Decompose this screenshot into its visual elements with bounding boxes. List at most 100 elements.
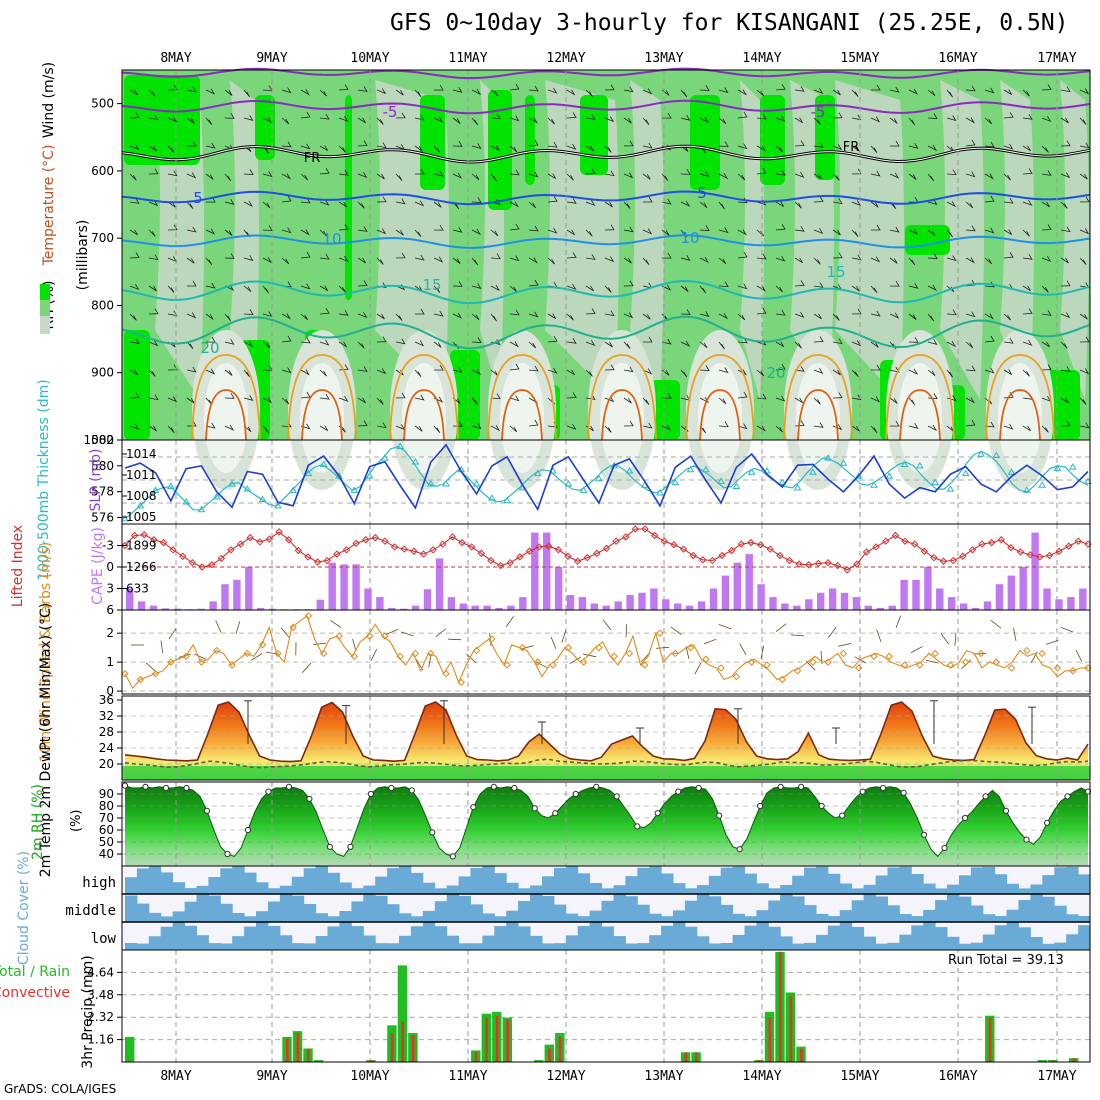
- li-marker: [487, 556, 495, 565]
- wind-barb: [528, 311, 539, 318]
- cloud-bar: [911, 874, 924, 894]
- thickness-marker: [533, 469, 542, 477]
- cloud-bar: [160, 872, 174, 894]
- thickness-marker: [411, 457, 420, 465]
- wind-barb: [1041, 201, 1050, 208]
- cloud-bar: [172, 922, 186, 950]
- cloud-bar: [1006, 922, 1019, 950]
- cape-bar: [173, 608, 182, 610]
- li-marker: [246, 533, 254, 542]
- thickness-marker: [808, 468, 817, 475]
- rh-marker: [982, 793, 989, 800]
- wind-barb: [813, 313, 822, 320]
- cloud-bar: [363, 885, 376, 894]
- cloud-bar: [410, 872, 424, 894]
- wind-barb: [471, 337, 482, 343]
- wind-barb: [623, 312, 634, 319]
- rh-marker: [859, 788, 866, 795]
- wind-barb: [433, 145, 441, 154]
- li-marker: [785, 556, 794, 565]
- wind-barb: [718, 201, 725, 210]
- wind-barb: [737, 369, 748, 376]
- precip-total-bar: [397, 965, 408, 1062]
- cloud-bar: [982, 866, 996, 894]
- wind-barb: [395, 89, 404, 96]
- thickness-marker: [121, 514, 129, 522]
- rh-marker: [593, 783, 600, 790]
- cloud-bar: [375, 895, 388, 922]
- wind-barb: [300, 423, 311, 430]
- wind-barb: [946, 229, 953, 238]
- thickness-marker: [258, 495, 267, 502]
- thickness-marker: [946, 485, 955, 492]
- wind-barb: [1022, 425, 1031, 432]
- thickness-marker: [839, 459, 848, 466]
- wind-barb: [281, 173, 292, 180]
- wind-barb: [775, 255, 786, 262]
- surface-wind-barb: [583, 653, 597, 658]
- surface-wind-barb: [520, 645, 534, 650]
- wind-barb: [357, 420, 368, 427]
- wind-barb: [813, 282, 824, 288]
- wind-barb: [243, 309, 254, 315]
- cape-bar: [221, 584, 229, 610]
- li-marker: [362, 536, 370, 544]
- rh-marker: [449, 853, 456, 860]
- wind-barb: [129, 283, 140, 290]
- temp-frame: [121, 695, 1091, 781]
- wind-barb: [718, 141, 729, 148]
- precip-legend-convective: Convective: [0, 985, 70, 1001]
- wind-barb: [737, 173, 746, 181]
- surface-wind-barb: [313, 642, 327, 645]
- wind-barb: [775, 309, 786, 316]
- cloud-bar: [256, 911, 269, 922]
- cloud-bar: [494, 916, 507, 922]
- cloud-bar: [148, 866, 162, 894]
- wind-barb: [984, 313, 994, 320]
- rh-marker: [326, 843, 333, 850]
- wind-barb: [509, 223, 520, 231]
- rh-saturated-region: [124, 330, 150, 440]
- cloud-bar: [875, 943, 888, 950]
- wind-barb: [680, 369, 688, 378]
- wind-barb: [205, 282, 216, 289]
- precip-convective-bar: [988, 1017, 992, 1062]
- surface-wind-barb: [910, 646, 923, 653]
- wind-barb: [205, 257, 213, 266]
- wind-barb: [224, 424, 235, 431]
- surface-wind-barb: [876, 629, 882, 642]
- cloud-bar: [577, 926, 591, 950]
- isotherm-25: [389, 354, 459, 441]
- wind-barb: [414, 340, 425, 347]
- precip-convective-bar: [390, 1033, 394, 1062]
- cape-bar: [411, 605, 420, 610]
- cloud-bar: [816, 913, 829, 922]
- cape-bar: [1067, 597, 1075, 610]
- li-marker: [496, 561, 505, 570]
- wind-barb: [357, 366, 368, 372]
- wind-barb: [129, 112, 140, 119]
- wind-barb: [490, 173, 497, 182]
- cloud-bar: [863, 936, 876, 950]
- wind-barb: [129, 89, 138, 96]
- wind-barb: [680, 340, 691, 347]
- wind-barb: [319, 145, 329, 151]
- wind-barb: [319, 199, 330, 206]
- cloud-bar: [434, 888, 448, 894]
- rh-marker: [1043, 819, 1051, 826]
- wind-barb: [186, 117, 195, 124]
- wind-barb: [205, 313, 214, 320]
- wind-barb: [699, 171, 710, 177]
- wind-barb: [718, 397, 727, 405]
- cloud-bar: [780, 936, 793, 950]
- surface-wind-barb: [895, 615, 902, 628]
- wind-barb: [965, 419, 976, 427]
- rh-marker: [839, 812, 846, 819]
- thickness-marker: [1068, 463, 1077, 470]
- wind-speed-marker: [350, 652, 358, 661]
- precip-total-bar: [1037, 1060, 1047, 1062]
- wind-barb: [1041, 170, 1052, 176]
- surface-wind-barb: [1013, 628, 1017, 641]
- wind-barb: [756, 253, 767, 260]
- isotherm-25: [985, 354, 1055, 441]
